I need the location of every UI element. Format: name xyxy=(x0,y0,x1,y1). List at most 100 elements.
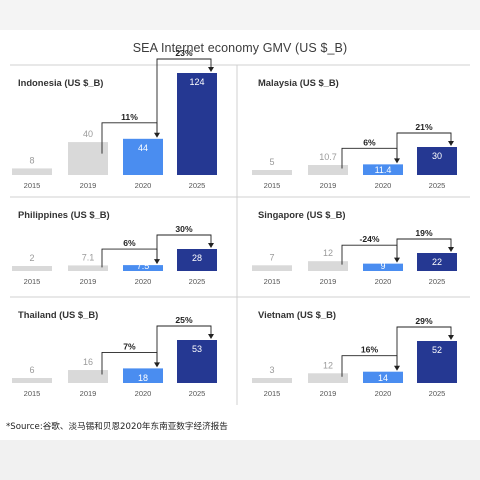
vietnam-growth-label-2: 29% xyxy=(415,316,433,326)
singapore-bar-2019 xyxy=(308,261,348,271)
thailand-bar-2025 xyxy=(177,340,217,383)
vietnam-bar-2020 xyxy=(363,371,403,383)
malaysia-value-label-2019: 10.7 xyxy=(319,152,337,162)
philippines-tick-2025: 2025 xyxy=(189,277,206,286)
vietnam-bar-2019 xyxy=(308,373,348,383)
malaysia-tick-2020: 2020 xyxy=(375,181,392,190)
vietnam-bar-2025 xyxy=(417,341,457,383)
philippines-value-label-2020: 7.5 xyxy=(137,261,150,271)
malaysia-tick-2025: 2025 xyxy=(429,181,446,190)
thailand-bar-2019 xyxy=(68,370,108,383)
philippines-growth-label-2: 30% xyxy=(175,224,193,234)
malaysia-bar-2025 xyxy=(417,147,457,175)
malaysia-growth-connector-2 xyxy=(396,132,452,163)
philippines-bar-2025 xyxy=(177,249,217,271)
thailand-panel-title: Thailand (US $_B) xyxy=(18,309,98,320)
thailand-growth-label-2: 25% xyxy=(175,315,193,325)
indonesia-bar-2019 xyxy=(68,142,108,175)
philippines-value-label-2025: 28 xyxy=(192,253,202,263)
thailand-value-label-2025: 53 xyxy=(192,344,202,354)
thailand-tick-2019: 2019 xyxy=(80,389,97,398)
singapore-tick-2019: 2019 xyxy=(320,277,337,286)
thailand-growth-label-1: 7% xyxy=(123,341,136,351)
indonesia-bar-2015 xyxy=(12,168,52,175)
thailand-tick-2015: 2015 xyxy=(24,389,41,398)
singapore-growth-arrow-2 xyxy=(448,247,454,252)
indonesia-value-label-2020: 44 xyxy=(138,143,148,153)
vietnam-value-label-2025: 52 xyxy=(432,345,442,355)
thailand-growth-connector-2 xyxy=(156,325,212,367)
malaysia-value-label-2020: 11.4 xyxy=(375,165,392,175)
vietnam-tick-2019: 2019 xyxy=(320,389,337,398)
singapore-growth-label-1: -24% xyxy=(359,234,379,244)
indonesia-value-label-2019: 40 xyxy=(83,129,93,139)
malaysia-bar-2020 xyxy=(363,164,403,175)
malaysia-tick-2019: 2019 xyxy=(320,181,337,190)
vietnam-growth-connector-2 xyxy=(396,326,452,370)
source-note: *Source:谷歌、淡马锡和贝恩2020年东南亚数字经济报告 xyxy=(6,422,228,432)
page-title: SEA Internet economy GMV (US $_B) xyxy=(132,41,348,55)
thailand-value-label-2020: 18 xyxy=(138,373,148,383)
philippines-panel-title: Philippines (US $_B) xyxy=(18,209,110,220)
vietnam-growth-arrow-2 xyxy=(448,335,454,340)
malaysia-growth-label-1: 6% xyxy=(363,137,376,147)
indonesia-growth-label-2: 23% xyxy=(175,48,193,58)
singapore-bar-2015 xyxy=(252,265,292,271)
indonesia-panel-title: Indonesia (US $_B) xyxy=(18,77,103,88)
singapore-tick-2015: 2015 xyxy=(264,277,281,286)
singapore-bar-2020 xyxy=(363,263,403,271)
top-background xyxy=(0,0,480,30)
singapore-growth-connector-2 xyxy=(396,238,452,262)
indonesia-growth-arrow-2 xyxy=(208,67,214,72)
philippines-bar-2019 xyxy=(68,265,108,271)
indonesia-tick-2015: 2015 xyxy=(24,181,41,190)
philippines-value-label-2019: 7.1 xyxy=(82,252,95,262)
indonesia-growth-label-1: 11% xyxy=(121,112,138,122)
vietnam-value-label-2015: 3 xyxy=(269,365,274,375)
bottom-background xyxy=(0,440,480,480)
philippines-growth-label-1: 6% xyxy=(123,238,136,248)
malaysia-panel-title: Malaysia (US $_B) xyxy=(258,77,339,88)
thailand-value-label-2019: 16 xyxy=(83,357,93,367)
singapore-value-label-2020: 9 xyxy=(380,261,385,271)
malaysia-bar-2015 xyxy=(252,170,292,175)
thailand-bar-2020 xyxy=(123,368,163,383)
malaysia-growth-label-2: 21% xyxy=(415,122,433,132)
thailand-bar-2015 xyxy=(12,378,52,383)
philippines-value-label-2015: 2 xyxy=(29,253,34,263)
vietnam-tick-2015: 2015 xyxy=(264,389,281,398)
vietnam-growth-label-1: 16% xyxy=(361,345,379,355)
thailand-tick-2025: 2025 xyxy=(189,389,206,398)
indonesia-bar-2020 xyxy=(123,138,163,175)
singapore-bar-2025 xyxy=(417,253,457,271)
thailand-tick-2020: 2020 xyxy=(135,389,152,398)
singapore-growth-label-2: 19% xyxy=(415,228,433,238)
vietnam-tick-2020: 2020 xyxy=(375,389,392,398)
philippines-tick-2015: 2015 xyxy=(24,277,41,286)
vietnam-value-label-2019: 12 xyxy=(323,360,333,370)
thailand-value-label-2015: 6 xyxy=(29,365,34,375)
singapore-growth-connector-1 xyxy=(341,244,398,265)
philippines-growth-connector-2 xyxy=(156,234,212,264)
malaysia-value-label-2015: 5 xyxy=(269,157,274,167)
philippines-tick-2020: 2020 xyxy=(135,277,152,286)
singapore-value-label-2019: 12 xyxy=(323,248,333,258)
singapore-tick-2020: 2020 xyxy=(375,277,392,286)
philippines-tick-2019: 2019 xyxy=(80,277,97,286)
philippines-bar-2015 xyxy=(12,266,52,271)
malaysia-bar-2019 xyxy=(308,165,348,175)
malaysia-growth-arrow-2 xyxy=(448,141,454,146)
singapore-tick-2025: 2025 xyxy=(429,277,446,286)
philippines-bar-2020 xyxy=(123,265,163,271)
malaysia-tick-2015: 2015 xyxy=(264,181,281,190)
indonesia-tick-2025: 2025 xyxy=(189,181,206,190)
singapore-value-label-2015: 7 xyxy=(269,252,274,262)
indonesia-tick-2020: 2020 xyxy=(135,181,152,190)
indonesia-value-label-2025: 124 xyxy=(189,77,204,87)
vietnam-panel-title: Vietnam (US $_B) xyxy=(258,309,336,320)
malaysia-value-label-2025: 30 xyxy=(432,151,442,161)
indonesia-growth-connector-2 xyxy=(156,58,212,137)
indonesia-value-label-2015: 8 xyxy=(29,155,34,165)
vietnam-bar-2015 xyxy=(252,378,292,383)
